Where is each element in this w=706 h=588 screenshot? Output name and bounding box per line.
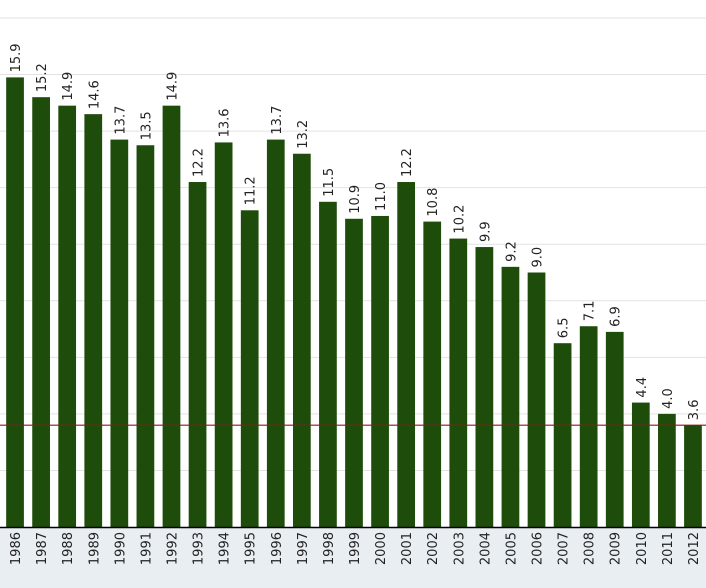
value-label: 13.6 [218, 108, 233, 137]
bar [684, 425, 702, 527]
bar [371, 215, 389, 527]
value-label: 15.2 [35, 63, 50, 92]
value-label: 12.2 [192, 148, 207, 177]
x-tick-label: 1987 [35, 532, 50, 565]
value-label: 10.8 [426, 188, 441, 217]
x-tick-label: 2004 [478, 532, 493, 565]
value-label: 11.5 [322, 168, 337, 197]
bar [501, 266, 520, 527]
value-label: 10.9 [348, 185, 363, 214]
value-label: 6.9 [609, 306, 624, 327]
value-label: 11.0 [374, 182, 389, 211]
value-label: 13.5 [139, 111, 154, 140]
x-tick-label: 1990 [113, 532, 128, 565]
bar [527, 272, 546, 527]
x-tick-label: 2010 [635, 532, 650, 565]
x-tick-label: 1991 [139, 532, 154, 565]
value-label: 13.2 [296, 120, 311, 149]
x-tick-label: 2009 [609, 532, 624, 565]
bar [110, 139, 129, 527]
value-label: 9.2 [504, 241, 519, 262]
bar [423, 221, 442, 527]
value-label: 9.9 [478, 221, 493, 242]
x-tick-label: 1989 [87, 532, 102, 565]
x-tick-label: 1996 [270, 532, 285, 565]
x-tick-label: 2000 [374, 532, 389, 565]
x-tick-label: 2002 [426, 532, 441, 565]
bar [319, 201, 337, 528]
bar [631, 402, 650, 527]
bar [32, 97, 50, 527]
bar [579, 326, 598, 527]
x-tick-label: 2008 [583, 532, 598, 565]
x-tick-label: 1999 [348, 532, 363, 565]
x-tick-label: 2003 [452, 532, 467, 565]
x-tick-label: 1986 [9, 532, 24, 565]
value-label: 12.2 [400, 148, 415, 177]
value-label: 14.6 [87, 80, 102, 109]
bar [475, 247, 494, 528]
bar [449, 238, 468, 528]
x-tick-label: 2007 [557, 532, 572, 565]
bar [6, 77, 24, 527]
value-label: 10.2 [452, 205, 467, 234]
x-tick-label: 1994 [218, 532, 233, 565]
value-label: 13.7 [270, 106, 285, 135]
x-axis-band [0, 528, 706, 588]
x-tick-label: 1992 [165, 532, 180, 565]
x-tick-label: 2011 [661, 532, 676, 565]
value-label: 3.6 [687, 400, 702, 421]
bar [345, 218, 363, 527]
x-tick-label: 1995 [244, 532, 259, 565]
x-tick-label: 1988 [61, 532, 76, 565]
bar [188, 182, 207, 527]
value-label: 7.1 [583, 301, 598, 322]
value-label: 6.5 [557, 318, 572, 339]
x-tick-label: 1997 [296, 532, 311, 565]
value-label: 11.2 [244, 176, 259, 205]
x-tick-label: 1993 [192, 532, 207, 565]
value-label: 4.0 [661, 388, 676, 409]
x-tick-label: 2006 [531, 532, 546, 565]
value-label: 14.9 [61, 72, 76, 101]
x-tick-label: 2001 [400, 532, 415, 565]
value-label: 15.9 [9, 43, 24, 72]
bar [397, 182, 416, 527]
bar [84, 114, 103, 528]
bar [605, 331, 624, 527]
bar [240, 210, 259, 528]
value-label: 13.7 [113, 106, 128, 135]
bar [266, 139, 285, 527]
value-label: 14.9 [165, 72, 180, 101]
bar [162, 105, 181, 528]
bar [553, 343, 572, 527]
bar [658, 413, 676, 527]
x-tick-label: 1998 [322, 532, 337, 565]
value-label: 9.0 [531, 247, 546, 268]
x-tick-label: 2012 [687, 532, 702, 565]
bar [214, 142, 233, 527]
bar [58, 105, 77, 528]
x-tick-label: 2005 [504, 532, 519, 565]
bar [136, 145, 155, 527]
value-label: 4.4 [635, 377, 650, 398]
bar [292, 153, 311, 527]
